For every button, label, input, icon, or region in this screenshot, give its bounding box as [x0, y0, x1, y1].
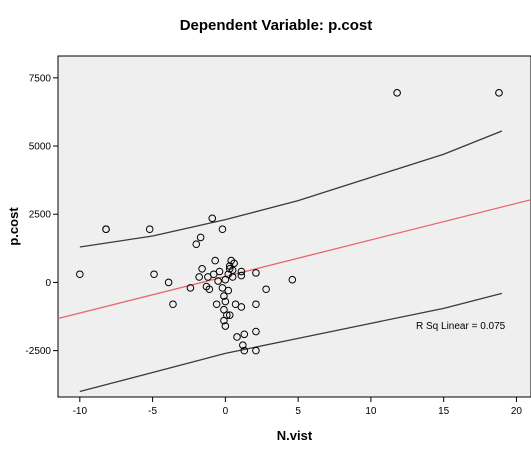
data-point — [205, 285, 214, 294]
y-tick-label: 2500 — [29, 210, 52, 221]
data-point — [495, 89, 503, 97]
data-point — [252, 300, 260, 309]
y-axis-title: p.cost — [6, 207, 21, 246]
data-point — [186, 284, 195, 292]
r-squared-annotation: R Sq Linear = 0.075 — [416, 321, 506, 332]
data-point — [223, 311, 231, 319]
data-point — [224, 286, 233, 295]
data-point — [237, 303, 246, 311]
data-point — [252, 327, 260, 336]
x-tick-label: 15 — [438, 406, 450, 417]
data-points — [76, 89, 503, 355]
x-axis: -10 -5 0 5 10 15 20 — [73, 397, 523, 417]
chart-title: Dependent Variable: p.cost — [180, 17, 373, 34]
confidence-upper-line — [79, 130, 503, 248]
data-point — [233, 333, 241, 341]
data-point — [212, 300, 221, 309]
x-tick-label: 5 — [295, 406, 301, 417]
x-tick-label: 10 — [365, 406, 377, 417]
y-tick-label: 5000 — [29, 142, 52, 153]
fit-line-group — [57, 199, 531, 320]
data-point — [230, 259, 238, 268]
confidence-lower-line — [79, 292, 503, 393]
data-point — [237, 267, 246, 276]
confidence-band — [79, 130, 503, 393]
data-point — [240, 330, 249, 339]
data-point — [145, 225, 154, 234]
data-point — [239, 341, 247, 349]
y-axis: -2500 0 2500 5000 7500 — [25, 73, 58, 357]
y-tick-label: 7500 — [29, 73, 52, 84]
data-point — [237, 271, 246, 280]
x-axis-title: N.vist — [277, 428, 313, 443]
data-point — [218, 225, 227, 234]
data-point — [208, 214, 217, 223]
data-point — [76, 270, 84, 279]
data-point — [195, 273, 203, 281]
data-point — [288, 275, 297, 284]
data-point — [196, 233, 205, 242]
x-tick-label: 20 — [511, 406, 523, 417]
plot-area — [57, 55, 531, 398]
data-point — [150, 270, 158, 279]
data-point — [215, 267, 224, 276]
y-tick-label: -2500 — [25, 346, 51, 357]
data-point — [225, 311, 234, 319]
data-point — [252, 346, 260, 355]
fit-line — [57, 199, 531, 320]
data-point — [102, 225, 110, 234]
data-point — [220, 292, 228, 300]
data-point — [211, 256, 219, 265]
data-point — [169, 300, 177, 309]
data-point — [164, 278, 173, 287]
data-point — [240, 346, 249, 355]
x-tick-label: 0 — [223, 406, 229, 417]
y-tick-label: 0 — [45, 278, 51, 289]
data-point — [221, 322, 230, 330]
data-point — [221, 297, 230, 306]
data-point — [393, 89, 401, 97]
x-tick-label: -5 — [148, 406, 157, 417]
data-point — [214, 277, 222, 285]
data-point — [252, 269, 260, 277]
data-point — [228, 266, 237, 274]
data-point — [198, 264, 206, 273]
data-point — [262, 285, 270, 294]
x-tick-label: -10 — [73, 406, 88, 417]
data-point — [192, 240, 201, 249]
